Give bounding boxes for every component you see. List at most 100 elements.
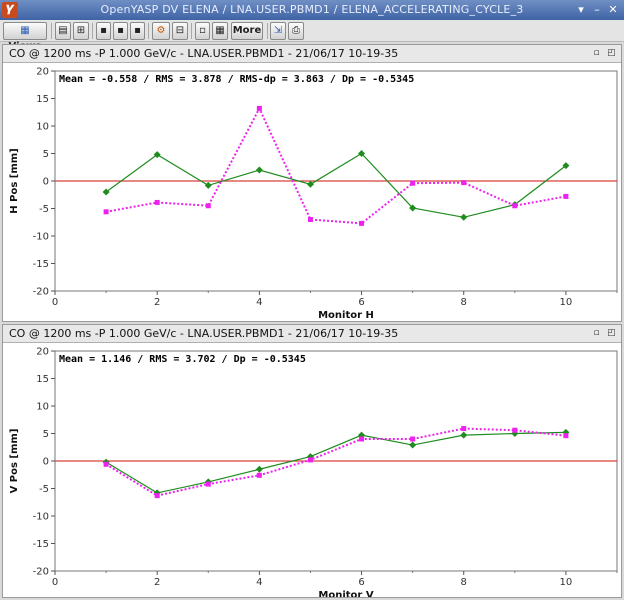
maximize-panel-icon[interactable]: ◰ xyxy=(607,48,616,58)
series-2-point xyxy=(256,472,262,478)
series-1-point xyxy=(255,465,263,473)
series-2-point xyxy=(410,436,416,442)
series-2-point xyxy=(461,426,467,432)
x-tick-label: 4 xyxy=(256,297,262,308)
series-1-point xyxy=(409,204,417,212)
arrange-icon: ⊟ xyxy=(175,25,185,36)
series-2-point xyxy=(512,203,518,209)
y-tick-label: -5 xyxy=(39,484,49,495)
series-2-point xyxy=(205,481,211,487)
tile-2-icon: ▪ xyxy=(117,25,124,36)
x-tick-label: 2 xyxy=(154,577,160,588)
y-tick-label: -10 xyxy=(33,232,49,243)
y-axis-label: V Pos [mm] xyxy=(9,429,20,494)
series-2-point xyxy=(359,220,365,226)
series-2-point xyxy=(512,427,518,433)
x-axis-label: Monitor V xyxy=(318,590,373,597)
series-1-point xyxy=(562,162,570,170)
y-tick-label: 15 xyxy=(36,374,49,385)
configure-icon: ⚙ xyxy=(156,25,166,36)
layout-single-button[interactable]: ▤ xyxy=(55,22,71,40)
x-tick-label: 0 xyxy=(52,297,58,308)
series-line-1 xyxy=(105,152,567,218)
stats-readout: Mean = 1.146 / RMS = 3.702 / Dp = -0.534… xyxy=(59,354,306,365)
series-2-point xyxy=(307,217,313,222)
series-2-point xyxy=(103,209,109,215)
more-label: More xyxy=(232,25,262,36)
layout-tile-3-button[interactable]: ▪ xyxy=(130,22,145,40)
restore-icon[interactable]: – xyxy=(594,3,600,16)
series-line-1 xyxy=(105,431,566,494)
layout-grid-icon: ⊞ xyxy=(76,25,86,36)
maximize-panel-icon[interactable]: ◰ xyxy=(607,328,616,338)
x-tick-label: 6 xyxy=(358,297,364,308)
views-button[interactable]: ▦ Views xyxy=(3,22,47,52)
chart-panel-v: CO @ 1200 ms -P 1.000 GeV/c - LNA.USER.P… xyxy=(2,324,622,598)
views-icon: ▦ xyxy=(20,25,30,36)
series-1-point xyxy=(460,213,468,221)
series-line-2 xyxy=(105,427,567,497)
series-1-point xyxy=(409,441,417,449)
panel-icon: ▫ xyxy=(199,25,206,36)
arrange-button[interactable]: ⊟ xyxy=(172,22,188,40)
x-tick-label: 4 xyxy=(256,577,262,588)
series-2-point xyxy=(154,493,160,499)
y-tick-label: 0 xyxy=(43,177,49,188)
panel-header-h: CO @ 1200 ms -P 1.000 GeV/c - LNA.USER.P… xyxy=(3,45,621,63)
tile-3-icon: ▪ xyxy=(134,25,141,36)
panel-button[interactable]: ▫ xyxy=(195,22,210,40)
minimize-panel-icon[interactable]: ▫ xyxy=(593,328,600,338)
series-1-point xyxy=(306,453,314,461)
y-tick-label: 0 xyxy=(43,457,49,468)
print-button[interactable]: ⎙ xyxy=(288,22,304,40)
y-tick-label: 10 xyxy=(36,122,49,133)
series-1-point xyxy=(153,151,161,159)
y-tick-label: -15 xyxy=(33,259,49,270)
window-title: OpenYASP DV ELENA / LNA.USER.PBMD1 / ELE… xyxy=(100,3,524,16)
y-tick-label: 5 xyxy=(43,429,49,440)
series-1-point xyxy=(204,181,212,189)
series-2-point xyxy=(563,433,569,439)
layout-tile-1-button[interactable]: ▪ xyxy=(96,22,111,40)
app-logo-icon: 𝒀 xyxy=(2,2,18,18)
print-icon: ⎙ xyxy=(292,25,300,36)
series-2-point xyxy=(359,436,365,442)
x-tick-label: 8 xyxy=(461,577,467,588)
minimize-icon[interactable]: ▾ xyxy=(578,3,584,16)
table-icon: ▦ xyxy=(215,25,225,36)
stats-readout: Mean = -0.558 / RMS = 3.878 / RMS-dp = 3… xyxy=(59,74,414,85)
configure-button[interactable]: ⚙ xyxy=(152,22,170,40)
table-button[interactable]: ▦ xyxy=(212,22,228,40)
layout-tile-2-button[interactable]: ▪ xyxy=(113,22,128,40)
x-axis-label: Monitor H xyxy=(318,310,374,321)
window-title-bar: 𝒀 OpenYASP DV ELENA / LNA.USER.PBMD1 / E… xyxy=(0,0,624,20)
series-2-point xyxy=(256,105,262,111)
series-1-point xyxy=(358,150,366,157)
x-tick-label: 0 xyxy=(52,577,58,588)
chart-panel-h: CO @ 1200 ms -P 1.000 GeV/c - LNA.USER.P… xyxy=(2,44,622,322)
export-button[interactable]: ⇲ xyxy=(270,22,286,40)
minimize-panel-icon[interactable]: ▫ xyxy=(593,48,600,58)
series-1-point xyxy=(306,180,314,188)
y-tick-label: -20 xyxy=(33,287,49,298)
series-1-point xyxy=(255,166,263,174)
series-2-point xyxy=(154,199,160,205)
series-2-point xyxy=(103,461,109,467)
layout-grid-button[interactable]: ⊞ xyxy=(73,22,89,40)
y-axis-label: H Pos [mm] xyxy=(9,148,20,213)
y-tick-label: 5 xyxy=(43,149,49,160)
panel-header-v: CO @ 1200 ms -P 1.000 GeV/c - LNA.USER.P… xyxy=(3,325,621,343)
x-tick-label: 10 xyxy=(560,297,573,308)
series-line-2 xyxy=(105,106,567,225)
x-tick-label: 10 xyxy=(560,577,573,588)
close-icon[interactable]: ✕ xyxy=(608,3,618,16)
series-2-point xyxy=(563,193,569,199)
more-button[interactable]: More xyxy=(231,22,263,40)
y-tick-label: 20 xyxy=(36,347,49,358)
series-2-point xyxy=(307,457,313,463)
series-1-point xyxy=(102,188,110,196)
y-tick-label: 15 xyxy=(36,94,49,105)
y-tick-label: -15 xyxy=(33,539,49,550)
y-tick-label: 20 xyxy=(36,67,49,78)
